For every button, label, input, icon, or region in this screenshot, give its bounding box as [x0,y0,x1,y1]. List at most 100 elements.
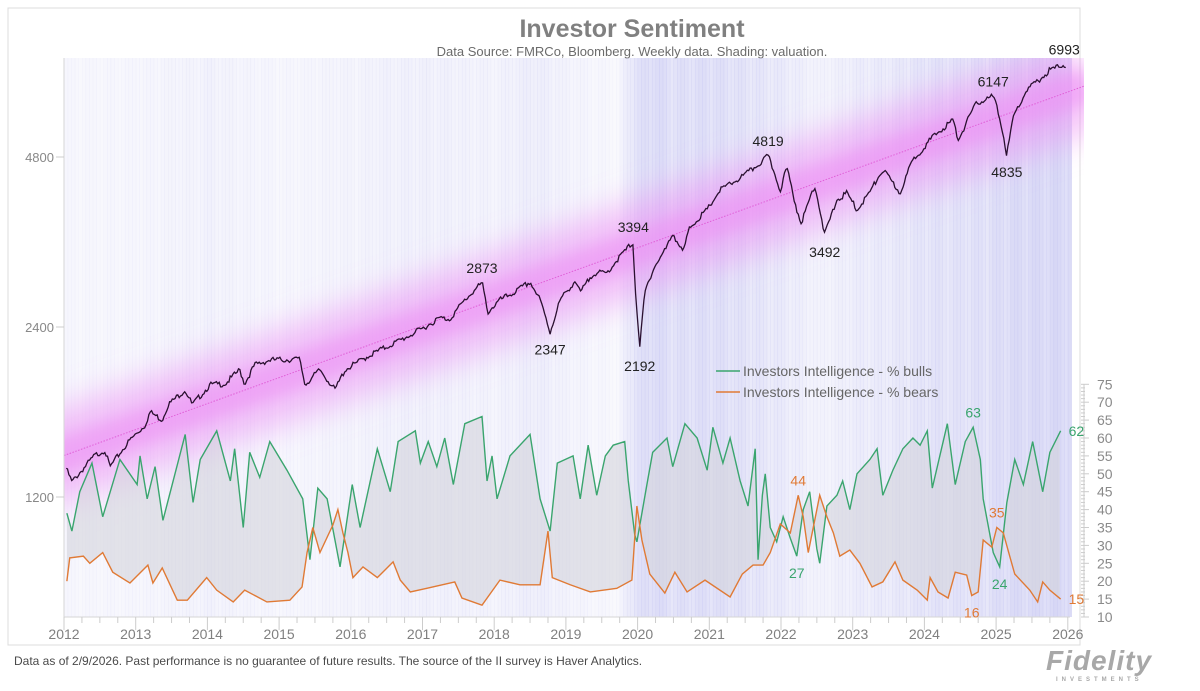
shading-band [78,58,83,617]
shading-band [849,58,854,617]
right-tick-label: 70 [1097,394,1113,410]
shading-band [892,58,897,617]
shading-band [573,58,578,617]
series-lines [65,64,1066,607]
shading-band [254,58,259,617]
shading-band [128,58,133,617]
data-label: 4835 [991,164,1022,180]
shading-band [888,58,893,617]
shading-band [996,58,1001,617]
right-tick-label: 55 [1097,448,1113,464]
legend: Investors Intelligence - % bulls Investo… [716,363,938,400]
shading-band [827,58,832,617]
shading-band [110,58,115,617]
x-tick-label: 2015 [264,626,295,642]
shading-band [759,58,764,617]
shading-band [626,58,632,617]
x-tick-label: 2020 [622,626,653,642]
shading-band [917,58,922,617]
right-tick-label: 60 [1097,430,1113,446]
left-tick-label: 2400 [25,320,54,335]
shading-band [544,58,549,617]
shading-band [1049,58,1055,617]
x-tick-label: 2014 [192,626,223,642]
left-tick-label: 4800 [25,150,54,165]
shading-band [167,58,173,617]
shading-band [107,58,112,617]
shading-band [142,58,148,617]
shading-band [1060,58,1065,617]
data-label: 2192 [624,358,655,374]
bulls-line [66,415,1062,570]
shading-band [963,58,969,617]
shading-band [157,58,162,617]
svg-text:INVESTMENTS: INVESTMENTS [1056,677,1143,683]
shading-band [569,58,574,617]
shading-band [139,58,144,617]
shading-band [763,58,768,617]
shading-band [677,58,682,617]
shading-band [1053,58,1058,617]
index-line [65,64,1066,482]
shading-band [669,58,675,617]
valuation-band [64,58,1084,504]
shading-band [859,58,865,617]
shading-band [705,58,710,617]
shading-band [526,58,531,617]
shading-band [931,58,936,617]
x-tick-label: 2012 [48,626,79,642]
shading-band [935,58,940,617]
shading-band [806,58,811,617]
shading-band [920,58,925,617]
shading-band [913,58,918,617]
data-label: 63 [965,404,981,420]
shading-band [737,58,743,617]
shading-band [103,58,108,617]
shading-band [942,58,947,617]
shading-band [81,58,87,617]
data-label: 6993 [1049,42,1080,58]
shading-band [906,58,911,617]
shading-band [895,58,900,617]
shading-band [673,58,678,617]
shading-band [874,58,879,617]
shading-band [662,58,667,617]
bears-line [66,492,1062,607]
shading-band [999,58,1004,617]
shading-band [938,58,943,617]
x-tick-label: 2023 [837,626,868,642]
shading-band [576,58,581,617]
shading-band [114,58,119,617]
shading-band [720,58,725,617]
shading-band [612,58,617,617]
shading-band [1010,58,1015,617]
data-label: 3394 [618,219,649,235]
shading-band [641,58,646,617]
shading-band [992,58,997,617]
data-label: 2873 [466,260,497,276]
data-label: 62 [1069,423,1085,439]
shading-band [246,58,252,617]
shading-band [691,58,696,617]
shading-band [712,58,718,617]
x-tick-label: 2013 [120,626,151,642]
right-tick-label: 40 [1097,502,1113,518]
shading-band [634,58,639,617]
shading-band [637,58,642,617]
shading-band [185,58,191,617]
shading-band [791,58,796,617]
shading-band [71,58,76,617]
data-label: 2347 [535,341,566,357]
shading-band [590,58,596,617]
shading-band [623,58,628,617]
shading-band [1057,58,1062,617]
chart-subtitle: Data Source: FMRCo, Bloomberg. Weekly da… [437,44,828,59]
shading-band [96,58,101,617]
svg-text:Fidelity: Fidelity [1046,645,1152,676]
shading-band [863,58,868,617]
shading-band [953,58,958,617]
shading-band [734,58,739,617]
shading-band [841,58,847,617]
shading-band [619,58,624,617]
chart-title: Investor Sentiment [519,15,745,43]
